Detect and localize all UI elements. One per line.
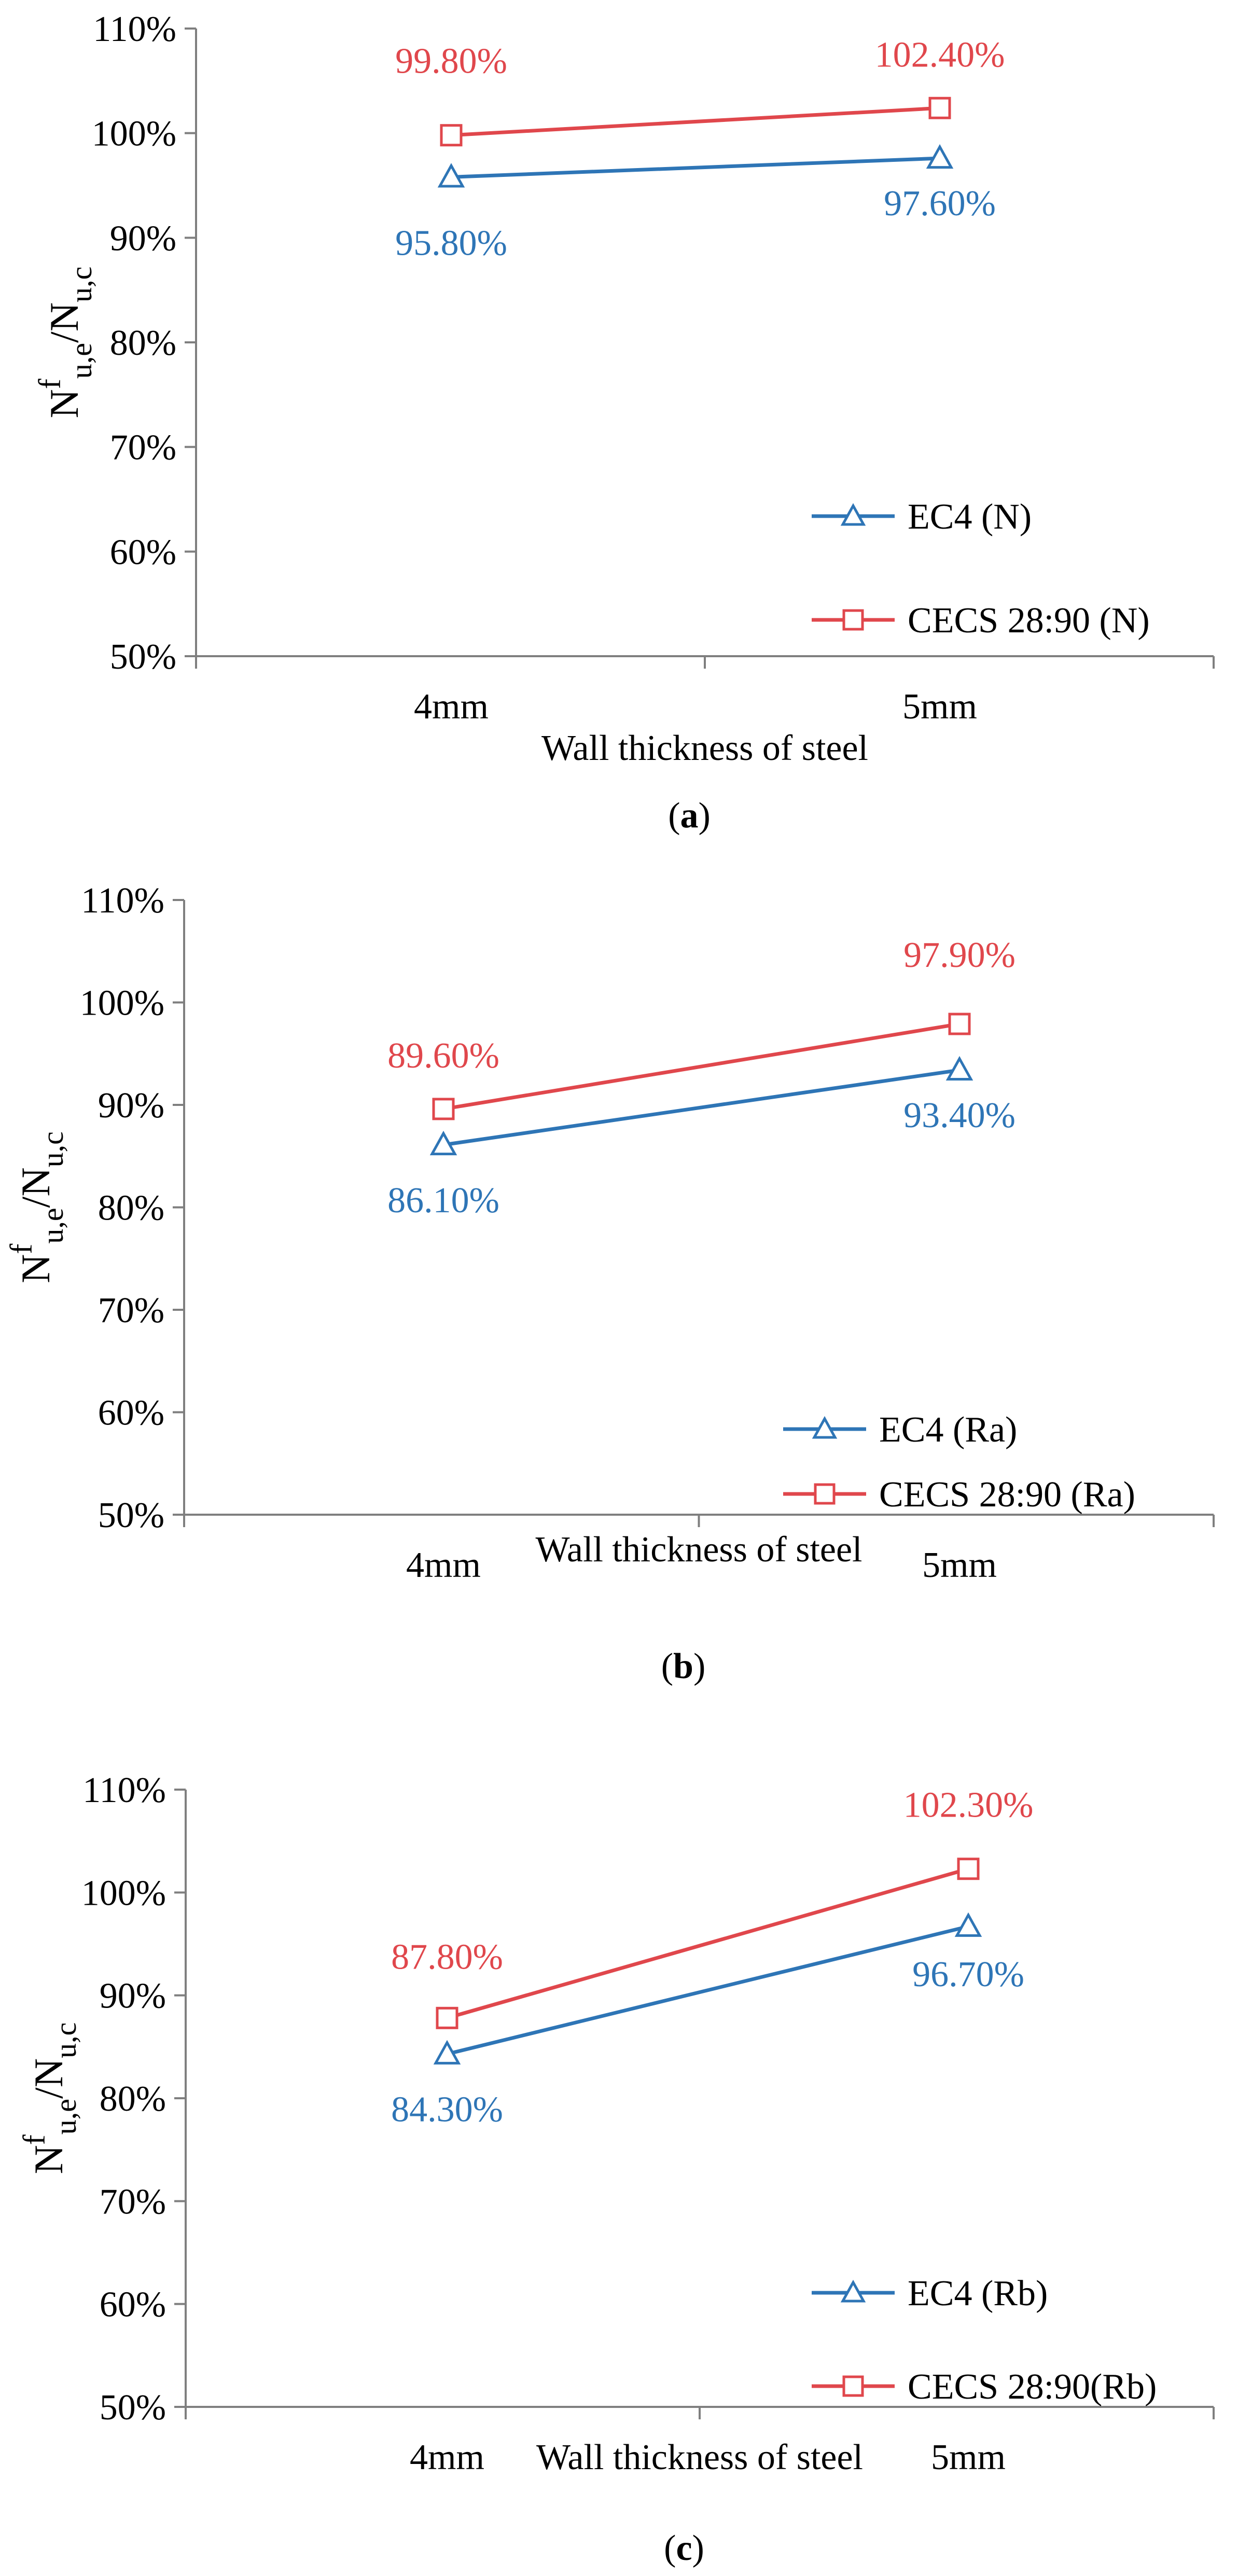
- y-tick-label: 100%: [81, 1873, 166, 1913]
- legend: EC4 (N) CECS 28:90 (N): [812, 497, 1150, 641]
- series-line-cecs: [443, 1022, 960, 1111]
- legend-square-marker: [814, 1483, 836, 1505]
- y-axis-label: Nfu,e/Nu,c: [33, 267, 98, 419]
- y-tick-label: 80%: [110, 323, 176, 363]
- legend-entry-label: EC4 (Ra): [879, 1410, 1017, 1450]
- x-tick-label: 5mm: [902, 687, 977, 727]
- y-tick-label: 90%: [98, 1086, 164, 1126]
- chart-panel-c: 50% 60% 70% 80% 90% 100% 110% 4mm 5mm Wall thickn…: [17, 1770, 1215, 2568]
- data-label: 95.80%: [395, 223, 507, 263]
- x-tick-label: 4mm: [410, 2437, 484, 2477]
- y-tick-label: 50%: [110, 637, 176, 677]
- series-line-ec4: [451, 156, 940, 179]
- y-axis-label: Nfu,e/Nu,c: [4, 1131, 69, 1283]
- panel-caption: (c): [664, 2528, 704, 2568]
- y-tick-label: 110%: [81, 881, 164, 921]
- x-axis-label: Wall thickness of steel: [541, 728, 868, 768]
- x-tick-label: 4mm: [414, 687, 489, 727]
- x-tick-label: 5mm: [931, 2437, 1006, 2477]
- ec4-point-marker: [945, 1056, 973, 1081]
- data-label: 97.60%: [884, 184, 996, 224]
- y-tick-label: 80%: [98, 1188, 164, 1228]
- legend-square-marker: [842, 609, 864, 631]
- data-label: 102.40%: [875, 35, 1005, 75]
- ec4-point-marker: [926, 144, 954, 169]
- y-tick-label: 70%: [98, 1291, 164, 1331]
- data-label: 89.60%: [387, 1036, 499, 1076]
- y-tick-label: 100%: [80, 984, 164, 1023]
- y-tick-label: 60%: [110, 532, 176, 572]
- chart-panel-b: 50% 60% 70% 80% 90% 100% 110% 4mm 5mm Wall thickn…: [4, 881, 1215, 1686]
- data-label: 99.80%: [395, 41, 507, 81]
- ec4-point-marker: [437, 163, 465, 188]
- legend-entry-label: CECS 28:90 (Ra): [879, 1475, 1135, 1515]
- legend-triangle-marker: [840, 2279, 866, 2303]
- y-tick-label: 80%: [100, 2079, 166, 2119]
- y-tick-label: 60%: [98, 1393, 164, 1433]
- y-tick-label: 100%: [92, 114, 176, 154]
- ec4-point-marker: [954, 1912, 982, 1937]
- y-tick-label: 70%: [110, 428, 176, 468]
- cecs-point-marker: [957, 1858, 980, 1880]
- y-tick-label: 60%: [100, 2285, 166, 2325]
- legend-entry-label: EC4 (N): [908, 497, 1032, 537]
- y-axis-label: Nfu,e/Nu,c: [17, 2023, 82, 2175]
- x-axis-label: Wall thickness of steel: [535, 1530, 862, 1570]
- x-tick-label: 4mm: [406, 1545, 481, 1585]
- y-tick-label: 50%: [98, 1495, 164, 1535]
- cecs-point-marker: [948, 1013, 971, 1035]
- series-line-ec4: [443, 1068, 960, 1147]
- legend-entry-label: EC4 (Rb): [908, 2274, 1048, 2314]
- x-tick-label: 5mm: [922, 1545, 997, 1585]
- legend-entry-label: CECS 28:90(Rb): [908, 2367, 1157, 2407]
- y-tick-label: 90%: [100, 1976, 166, 2016]
- y-tick-label: 110%: [93, 9, 176, 49]
- cecs-point-marker: [928, 96, 951, 119]
- legend-triangle-marker: [812, 1416, 838, 1439]
- series-line-cecs: [451, 106, 940, 137]
- x-axis-label: Wall thickness of steel: [536, 2437, 863, 2477]
- cecs-point-marker: [432, 1098, 455, 1120]
- series-line-cecs: [447, 1867, 969, 2020]
- data-label: 87.80%: [391, 1937, 503, 1977]
- y-tick-label: 70%: [100, 2182, 166, 2222]
- ec4-point-marker: [429, 1130, 457, 1156]
- data-label: 93.40%: [903, 1096, 1016, 1135]
- legend-square-marker: [842, 2375, 864, 2397]
- data-label: 96.70%: [912, 1955, 1024, 1995]
- legend-entry-label: CECS 28:90 (N): [908, 601, 1150, 641]
- panel-caption: (a): [668, 796, 711, 836]
- data-label: 97.90%: [903, 935, 1016, 975]
- panel-caption: (b): [661, 1646, 706, 1686]
- legend-triangle-marker: [840, 503, 866, 526]
- legend: EC4 (Ra) CECS 28:90 (Ra): [783, 1410, 1135, 1515]
- series-line-ec4: [447, 1924, 969, 2056]
- data-label: 102.30%: [903, 1785, 1034, 1825]
- y-tick-label: 110%: [82, 1770, 166, 1810]
- data-label: 84.30%: [391, 2090, 503, 2130]
- chart-panel-a: 50% 60% 70% 80% 90% 100% 110% 4mm 5mm Wall thickn…: [33, 9, 1215, 836]
- ec4-point-marker: [433, 2040, 461, 2065]
- y-tick-label: 50%: [100, 2388, 166, 2428]
- cecs-point-marker: [436, 2006, 458, 2029]
- legend: EC4 (Rb) CECS 28:90(Rb): [812, 2274, 1157, 2407]
- data-label: 86.10%: [387, 1181, 499, 1221]
- y-tick-label: 90%: [110, 218, 176, 258]
- cecs-point-marker: [440, 124, 463, 147]
